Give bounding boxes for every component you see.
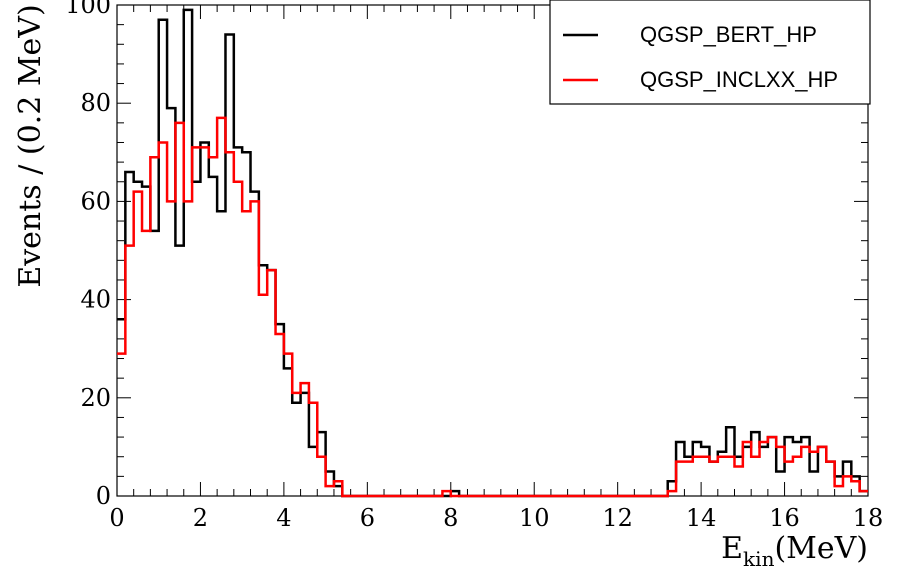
x-tick-label: 6 [360, 504, 375, 532]
legend-box [549, 0, 871, 105]
x-tick-label: 2 [193, 504, 208, 532]
x-tick-label: 14 [686, 504, 717, 532]
legend-label-qgsp-bert-hp: QGSP_BERT_HP [640, 22, 817, 47]
series-layer [117, 8, 868, 498]
y-axis-label: Events / (0.2 MeV) [13, 4, 48, 287]
legend-label-qgsp-inclxx-hp: QGSP_INCLXX_HP [640, 67, 838, 92]
x-tick-label: 12 [602, 504, 633, 532]
x-axis-label-unit: (MeV) [774, 531, 868, 566]
x-tick-label: 16 [769, 504, 800, 532]
x-axis-label: Ekin(MeV) [721, 531, 868, 571]
y-tick-label: 80 [80, 89, 111, 117]
y-tick-label: 20 [80, 384, 111, 412]
x-tick-label: 10 [519, 504, 550, 532]
legend: QGSP_BERT_HP QGSP_INCLXX_HP [549, 0, 871, 105]
series-line-qgsp-inclxx-hp [117, 116, 868, 498]
y-tick-label: 60 [80, 187, 111, 215]
y-tick-label: 40 [80, 286, 111, 314]
x-tick-label: 4 [276, 504, 291, 532]
y-tick-label: 0 [96, 482, 111, 510]
x-tick-label: 8 [443, 504, 458, 532]
tick-labels: 0 2 4 6 8 10 12 14 16 18 0 20 40 60 80 100 [65, 0, 883, 532]
x-tick-label: 0 [109, 504, 124, 532]
x-axis-label-main: E [721, 531, 743, 566]
y-tick-label: 100 [65, 0, 111, 19]
x-axis-label-subscript: kin [743, 547, 775, 571]
x-tick-label: 18 [853, 504, 884, 532]
